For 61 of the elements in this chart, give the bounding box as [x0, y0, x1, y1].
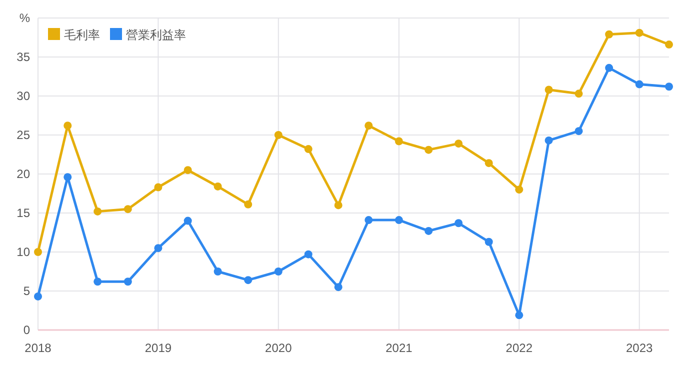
point [394, 216, 403, 224]
point [124, 278, 132, 286]
point [64, 122, 72, 130]
point [665, 40, 673, 49]
point [214, 182, 222, 190]
point [605, 30, 614, 38]
x-tick-label: 2020 [265, 341, 292, 355]
point [484, 159, 493, 168]
point [94, 278, 102, 286]
point [424, 226, 433, 235]
point [394, 137, 403, 146]
y-tick-label: 10 [16, 245, 30, 259]
point [184, 166, 192, 174]
y-tick-label: 5 [23, 284, 30, 298]
x-tick-label: 2022 [506, 341, 533, 355]
point [94, 207, 102, 216]
y-tick-label: 25 [16, 128, 30, 142]
point [244, 200, 252, 208]
point [244, 276, 252, 284]
x-tick-label: 2023 [626, 341, 654, 355]
point [124, 205, 132, 214]
point [544, 136, 553, 144]
point [304, 145, 312, 154]
point [34, 248, 42, 256]
point [454, 219, 463, 228]
point [184, 216, 192, 225]
y-tick-label: 35 [16, 50, 30, 64]
point [574, 90, 583, 98]
x-tick-label: 2019 [144, 341, 172, 355]
point [515, 186, 524, 194]
y-tick-label: 15 [16, 206, 30, 220]
y-tick-label: 20 [16, 167, 30, 181]
point [304, 250, 312, 258]
point [605, 64, 614, 72]
y-tick-label: % [19, 11, 30, 25]
point [34, 292, 42, 300]
point [334, 201, 342, 210]
point [364, 216, 373, 224]
point [544, 86, 553, 94]
point [665, 82, 673, 91]
point [574, 127, 583, 136]
x-tick-label: 2018 [24, 341, 52, 355]
point [214, 268, 222, 276]
point [274, 131, 282, 139]
x-tick-label: 2021 [386, 341, 413, 355]
point [274, 268, 282, 276]
y-tick-label: 30 [16, 89, 30, 103]
point [515, 311, 524, 320]
point [635, 28, 644, 37]
point [154, 244, 162, 252]
point [424, 146, 433, 154]
legend-label: 毛利率 [64, 28, 100, 42]
point [454, 140, 463, 148]
y-tick-label: 0 [23, 323, 30, 337]
point [154, 183, 162, 192]
point [334, 283, 342, 292]
point [364, 122, 373, 130]
point [64, 173, 72, 182]
point [635, 80, 644, 88]
point [484, 238, 493, 246]
legend-label: 營業利益率 [126, 28, 186, 42]
